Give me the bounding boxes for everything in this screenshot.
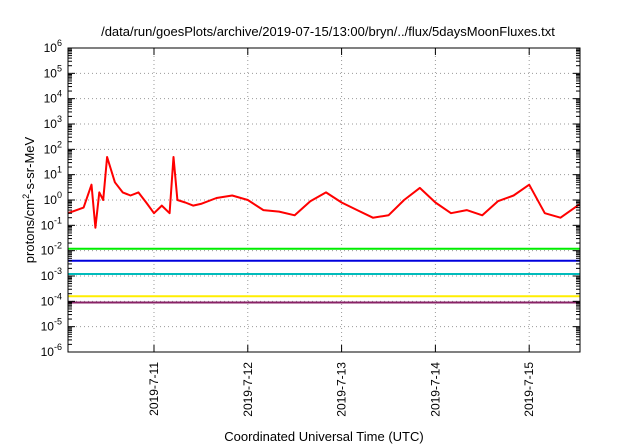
y-tick-label-exponent: -5 (54, 317, 62, 327)
y-tick-label: 10-6 (41, 342, 62, 359)
y-tick-label: 10-4 (41, 291, 62, 308)
y-tick-label-base: 10 (41, 269, 55, 283)
y-tick-label-exponent: 3 (57, 114, 62, 124)
x-axis-title: Coordinated Universal Time (UTC) (224, 429, 423, 444)
y-tick-label-base: 10 (44, 117, 58, 131)
y-tick-label: 102 (44, 139, 62, 156)
y-tick-label: 105 (44, 63, 62, 80)
y-axis-ticks: 10-610-510-410-310-210-11001011021031041… (41, 38, 580, 359)
x-tick-label: 2019-7-13 (335, 362, 349, 417)
y-tick-label-exponent: 5 (57, 63, 62, 73)
y-tick-label: 101 (44, 165, 62, 182)
y-tick-label-base: 10 (41, 294, 55, 308)
y-tick-label-exponent: 4 (57, 89, 62, 99)
y-tick-label-base: 10 (44, 193, 58, 207)
y-axis-title-base: protons/cm (22, 199, 37, 263)
series-line (67, 156, 581, 229)
y-tick-label-exponent: 6 (57, 38, 62, 48)
y-tick-label-exponent: 1 (57, 165, 62, 175)
y-tick-label-exponent: 2 (57, 139, 62, 149)
y-tick-label-base: 10 (44, 142, 58, 156)
y-tick-label-exponent: -4 (54, 291, 62, 301)
y-tick-label-base: 10 (44, 92, 58, 106)
y-axis-title-superscript: 2 (21, 194, 31, 199)
y-tick-label-base: 10 (44, 41, 58, 55)
y-tick-label-base: 10 (41, 218, 55, 232)
series-lines (67, 156, 581, 304)
y-tick-label: 106 (44, 38, 62, 55)
y-tick-label-base: 10 (41, 345, 55, 359)
y-tick-label: 104 (44, 89, 62, 106)
x-axis-ticks: 2019-7-11 2019-7-12 2019-7-13 2019-7-14 2019… (147, 48, 536, 417)
chart-title: /data/run/goesPlots/archive/2019-07-15/1… (101, 24, 555, 39)
x-tick-label: 2019-7-12 (241, 362, 255, 417)
y-tick-label-base: 10 (44, 66, 58, 80)
y-axis-title: protons/cm2-s-sr-MeV (21, 136, 37, 263)
y-tick-label: 103 (44, 114, 62, 131)
y-tick-label: 10-1 (41, 215, 62, 232)
y-tick-label-exponent: 0 (57, 190, 62, 200)
x-tick-label: 2019-7-11 (147, 362, 161, 416)
y-tick-label-exponent: -3 (54, 266, 62, 276)
y-tick-label: 10-2 (41, 241, 62, 258)
y-tick-label-exponent: -1 (54, 215, 62, 225)
y-tick-label: 10-5 (41, 317, 62, 334)
y-tick-label-base: 10 (41, 320, 55, 334)
y-tick-label-exponent: -6 (54, 342, 62, 352)
y-tick-label-base: 10 (41, 244, 55, 258)
x-tick-label: 2019-7-14 (428, 362, 442, 417)
y-tick-label-base: 10 (44, 168, 58, 182)
x-tick-label: 2019-7-15 (522, 362, 536, 417)
y-axis-title-rest: -s-sr-MeV (22, 136, 37, 193)
y-tick-label: 10-3 (41, 266, 62, 283)
y-tick-label-exponent: -2 (54, 241, 62, 251)
y-tick-label: 100 (44, 190, 62, 207)
